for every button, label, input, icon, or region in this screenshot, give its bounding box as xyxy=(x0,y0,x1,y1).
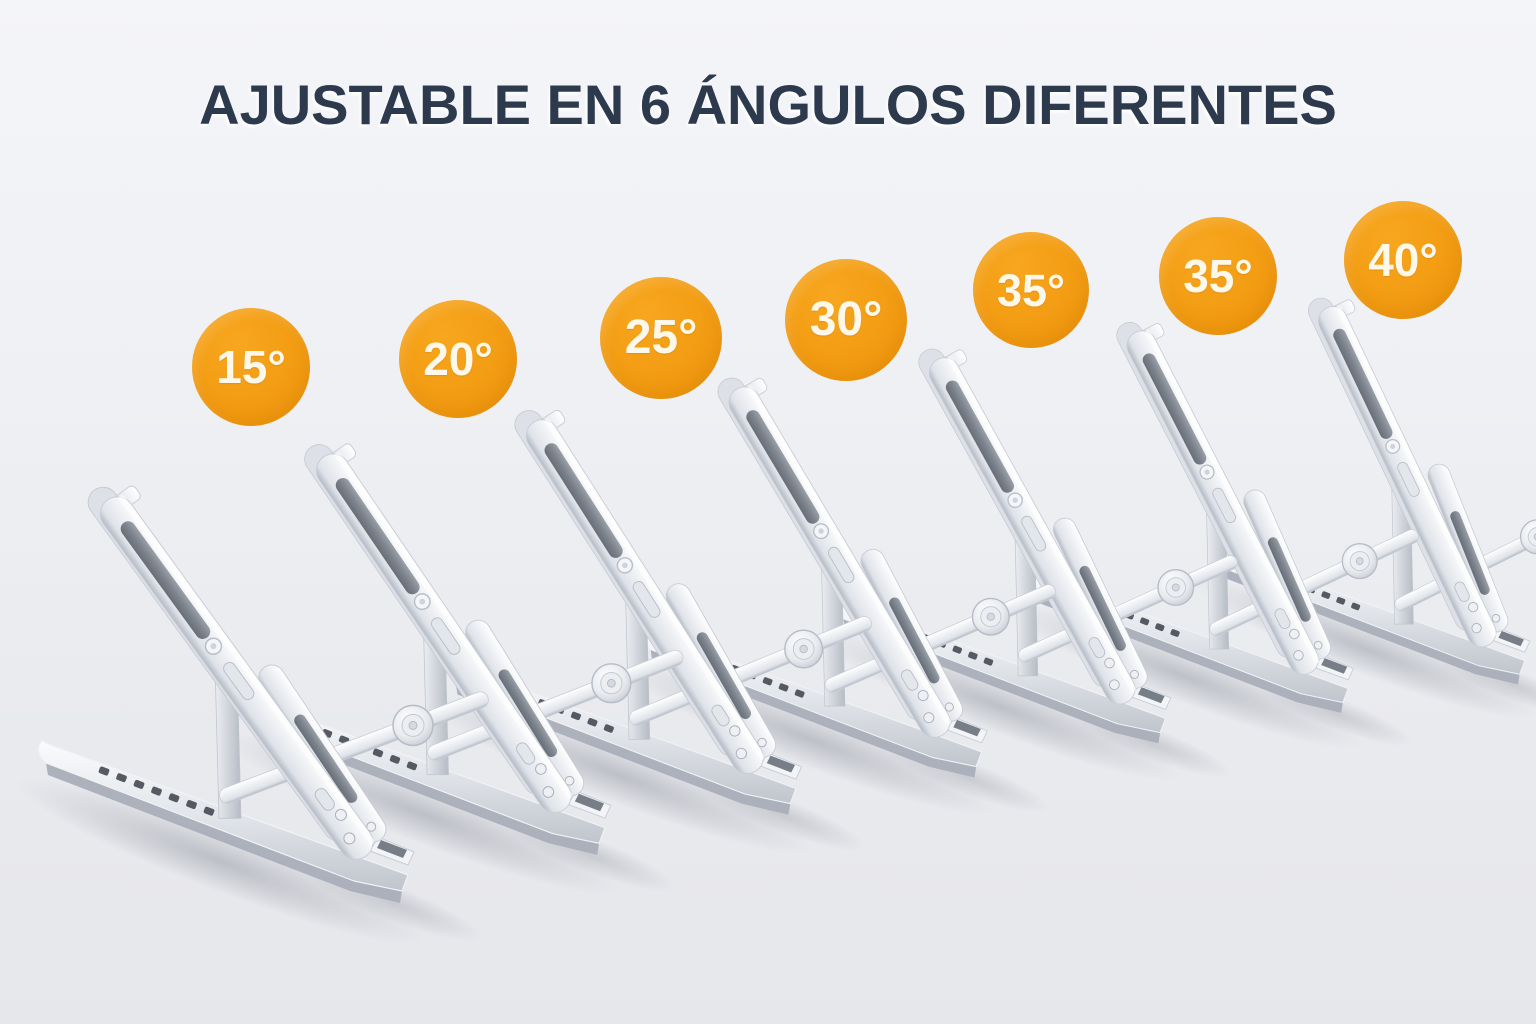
base-vent-hole xyxy=(570,711,581,721)
angle-badge: 30° xyxy=(785,259,907,381)
main-hinge xyxy=(1157,568,1195,606)
adjust-slot xyxy=(430,617,461,655)
riser-arm xyxy=(315,443,573,813)
foot-slot xyxy=(1454,581,1470,602)
base-vent-hole xyxy=(983,657,994,666)
riser-arm xyxy=(728,377,952,738)
main-hinge xyxy=(591,663,632,704)
base-lip-pad xyxy=(1137,687,1165,704)
ground-shadow xyxy=(16,778,424,944)
brace-rubber-strip xyxy=(294,714,358,803)
riser-arm xyxy=(99,485,375,860)
angle-badge-label: 20° xyxy=(423,333,493,385)
riser-arm xyxy=(1318,299,1497,648)
base-vent-hole xyxy=(389,755,401,764)
base-vent-hole xyxy=(151,786,162,796)
base-lip-pad xyxy=(766,755,795,773)
base-vent-hole xyxy=(168,793,180,803)
angle-badge: 20° xyxy=(399,300,517,418)
riser-arm xyxy=(525,409,765,774)
angle-badge-label: 40° xyxy=(1368,234,1438,286)
adjust-slot xyxy=(1021,515,1047,552)
riser-rubber-strip xyxy=(544,443,623,558)
foot-slot xyxy=(1088,637,1106,659)
angle-badge-label: 35° xyxy=(996,264,1066,316)
angle-badge: 25° xyxy=(600,277,722,399)
adjust-slot xyxy=(1397,461,1420,497)
headline: AJUSTABLE EN 6 ÁNGULOS DIFERENTES xyxy=(199,73,1337,136)
adjust-slot xyxy=(223,661,255,701)
brace-arm xyxy=(1243,489,1331,660)
brace-rubber-strip xyxy=(1079,565,1126,651)
foot-slot xyxy=(1274,608,1291,629)
base-vent-hole xyxy=(968,651,978,660)
riser-rubber-strip xyxy=(746,410,820,524)
base-vent-hole xyxy=(133,779,145,789)
base-vent-hole xyxy=(603,724,614,733)
base-vent-hole xyxy=(1351,602,1361,611)
angle-badge-label: 30° xyxy=(809,293,883,346)
base-vent-hole xyxy=(406,761,418,771)
base-lip-pad xyxy=(377,840,407,858)
riser-arm xyxy=(928,349,1136,705)
main-hinge xyxy=(1341,543,1378,580)
foot-slot xyxy=(711,704,730,727)
brace-rubber-strip xyxy=(498,669,558,757)
brace-arm xyxy=(465,619,585,797)
base-vent-hole xyxy=(203,806,215,816)
base-vent-hole xyxy=(186,800,197,809)
angle-badge-label: 15° xyxy=(216,341,286,393)
riser-rubber-strip xyxy=(1142,353,1207,465)
base-vent-hole xyxy=(587,718,598,727)
brace-rubber-strip xyxy=(1267,537,1311,622)
angle-badge: 15° xyxy=(192,308,310,426)
brace-rubber-strip xyxy=(696,632,752,719)
brace-rubber-strip xyxy=(1450,511,1490,595)
riser-arm xyxy=(1126,323,1320,675)
riser-rubber-strip xyxy=(120,521,211,639)
base-vent-hole xyxy=(98,766,110,776)
adjust-slot xyxy=(1212,487,1236,524)
base-lip-pad xyxy=(574,793,604,812)
base-lip-pad xyxy=(953,719,981,737)
main-hinge xyxy=(784,629,824,669)
riser-rubber-strip xyxy=(1333,328,1393,439)
laptop-stand-20deg xyxy=(224,443,684,895)
brace-arm xyxy=(860,548,963,722)
brace-rubber-strip xyxy=(889,597,940,684)
angle-badge: 40° xyxy=(1344,201,1462,319)
main-hinge xyxy=(971,597,1010,636)
foot-slot xyxy=(516,742,536,765)
adjust-slot xyxy=(632,581,661,618)
laptop-stand-15deg xyxy=(16,485,489,944)
base-vent-hole xyxy=(778,683,789,692)
adjust-slot xyxy=(828,546,855,584)
base-vent-hole xyxy=(372,748,384,758)
base-vent-hole xyxy=(1155,623,1165,632)
angle-badge-label: 25° xyxy=(624,311,698,364)
base-vent-hole xyxy=(952,645,963,654)
base-lip-pad xyxy=(1321,658,1348,674)
main-hinge xyxy=(392,704,434,747)
base-vent-hole xyxy=(762,677,773,686)
laptop-stand-25deg xyxy=(427,409,873,854)
base-vent-hole xyxy=(1336,596,1346,605)
angle-badge: 35° xyxy=(1159,217,1277,335)
base-vent-hole xyxy=(1170,629,1180,637)
foot-slot xyxy=(900,669,919,691)
base-vent-hole xyxy=(1139,617,1150,626)
base-vent-hole xyxy=(794,689,805,698)
foot-slot xyxy=(314,788,335,811)
angle-badge: 35° xyxy=(973,232,1089,348)
riser-rubber-strip xyxy=(335,478,420,595)
angle-badge-label: 35° xyxy=(1183,250,1253,302)
base-lip-pad xyxy=(1498,630,1524,647)
riser-rubber-strip xyxy=(945,380,1014,493)
base-vent-hole xyxy=(1321,591,1331,599)
base-vent-hole xyxy=(116,773,127,783)
